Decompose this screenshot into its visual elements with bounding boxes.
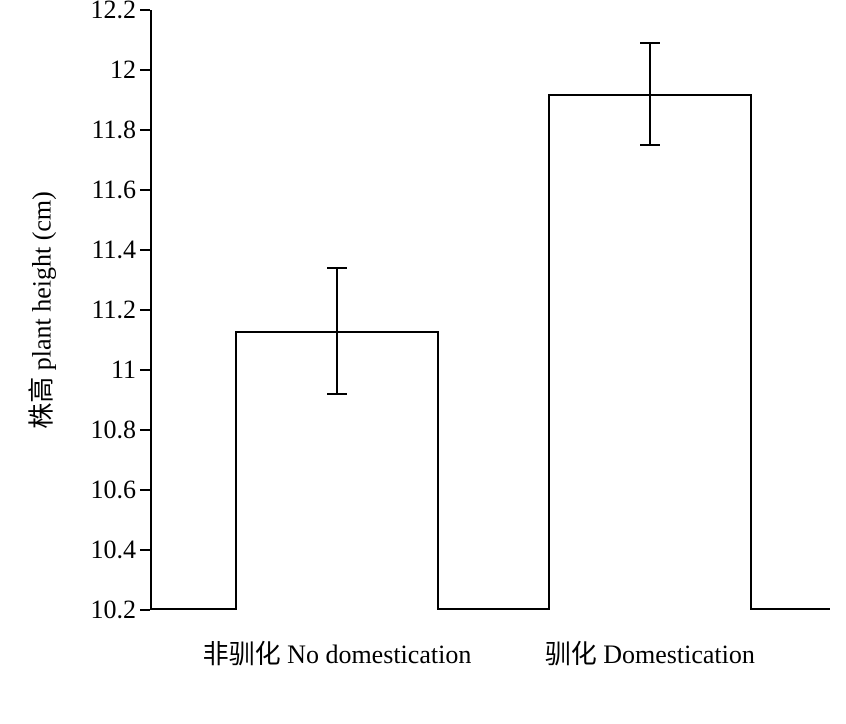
- y-tick: [140, 549, 150, 551]
- y-tick-label: 11.4: [91, 235, 136, 265]
- y-tick: [140, 609, 150, 611]
- y-tick: [140, 9, 150, 11]
- x-tick-label: 非驯化 No domestication: [203, 634, 472, 671]
- y-tick: [140, 189, 150, 191]
- y-tick: [140, 369, 150, 371]
- y-tick: [140, 249, 150, 251]
- y-tick-label: 12: [110, 55, 136, 85]
- error-bar-cap: [640, 42, 660, 44]
- error-bar-cap: [327, 393, 347, 395]
- bar-chart: 株高 plant height (cm) 10.2 10.4 10.6 10.8 11 1…: [0, 0, 846, 724]
- y-tick-label: 10.6: [91, 475, 137, 505]
- error-bar-line: [649, 43, 651, 145]
- y-tick: [140, 69, 150, 71]
- y-tick: [140, 309, 150, 311]
- y-tick: [140, 429, 150, 431]
- error-bar-cap: [640, 144, 660, 146]
- error-bar-cap: [327, 267, 347, 269]
- y-tick-label: 10.2: [91, 595, 137, 625]
- y-axis-label: 株高 plant height (cm): [22, 191, 59, 429]
- y-tick-label: 12.2: [91, 0, 137, 25]
- y-tick-label: 10.4: [91, 535, 137, 565]
- y-tick-label: 11.6: [91, 175, 136, 205]
- y-tick: [140, 129, 150, 131]
- y-tick-label: 11.2: [91, 295, 136, 325]
- bar: [548, 94, 752, 610]
- y-tick-label: 11.8: [91, 115, 136, 145]
- x-tick-label: 驯化 Domestication: [545, 634, 755, 671]
- y-tick: [140, 489, 150, 491]
- y-tick-label: 11: [111, 355, 136, 385]
- y-tick-label: 10.8: [91, 415, 137, 445]
- error-bar-line: [336, 268, 338, 394]
